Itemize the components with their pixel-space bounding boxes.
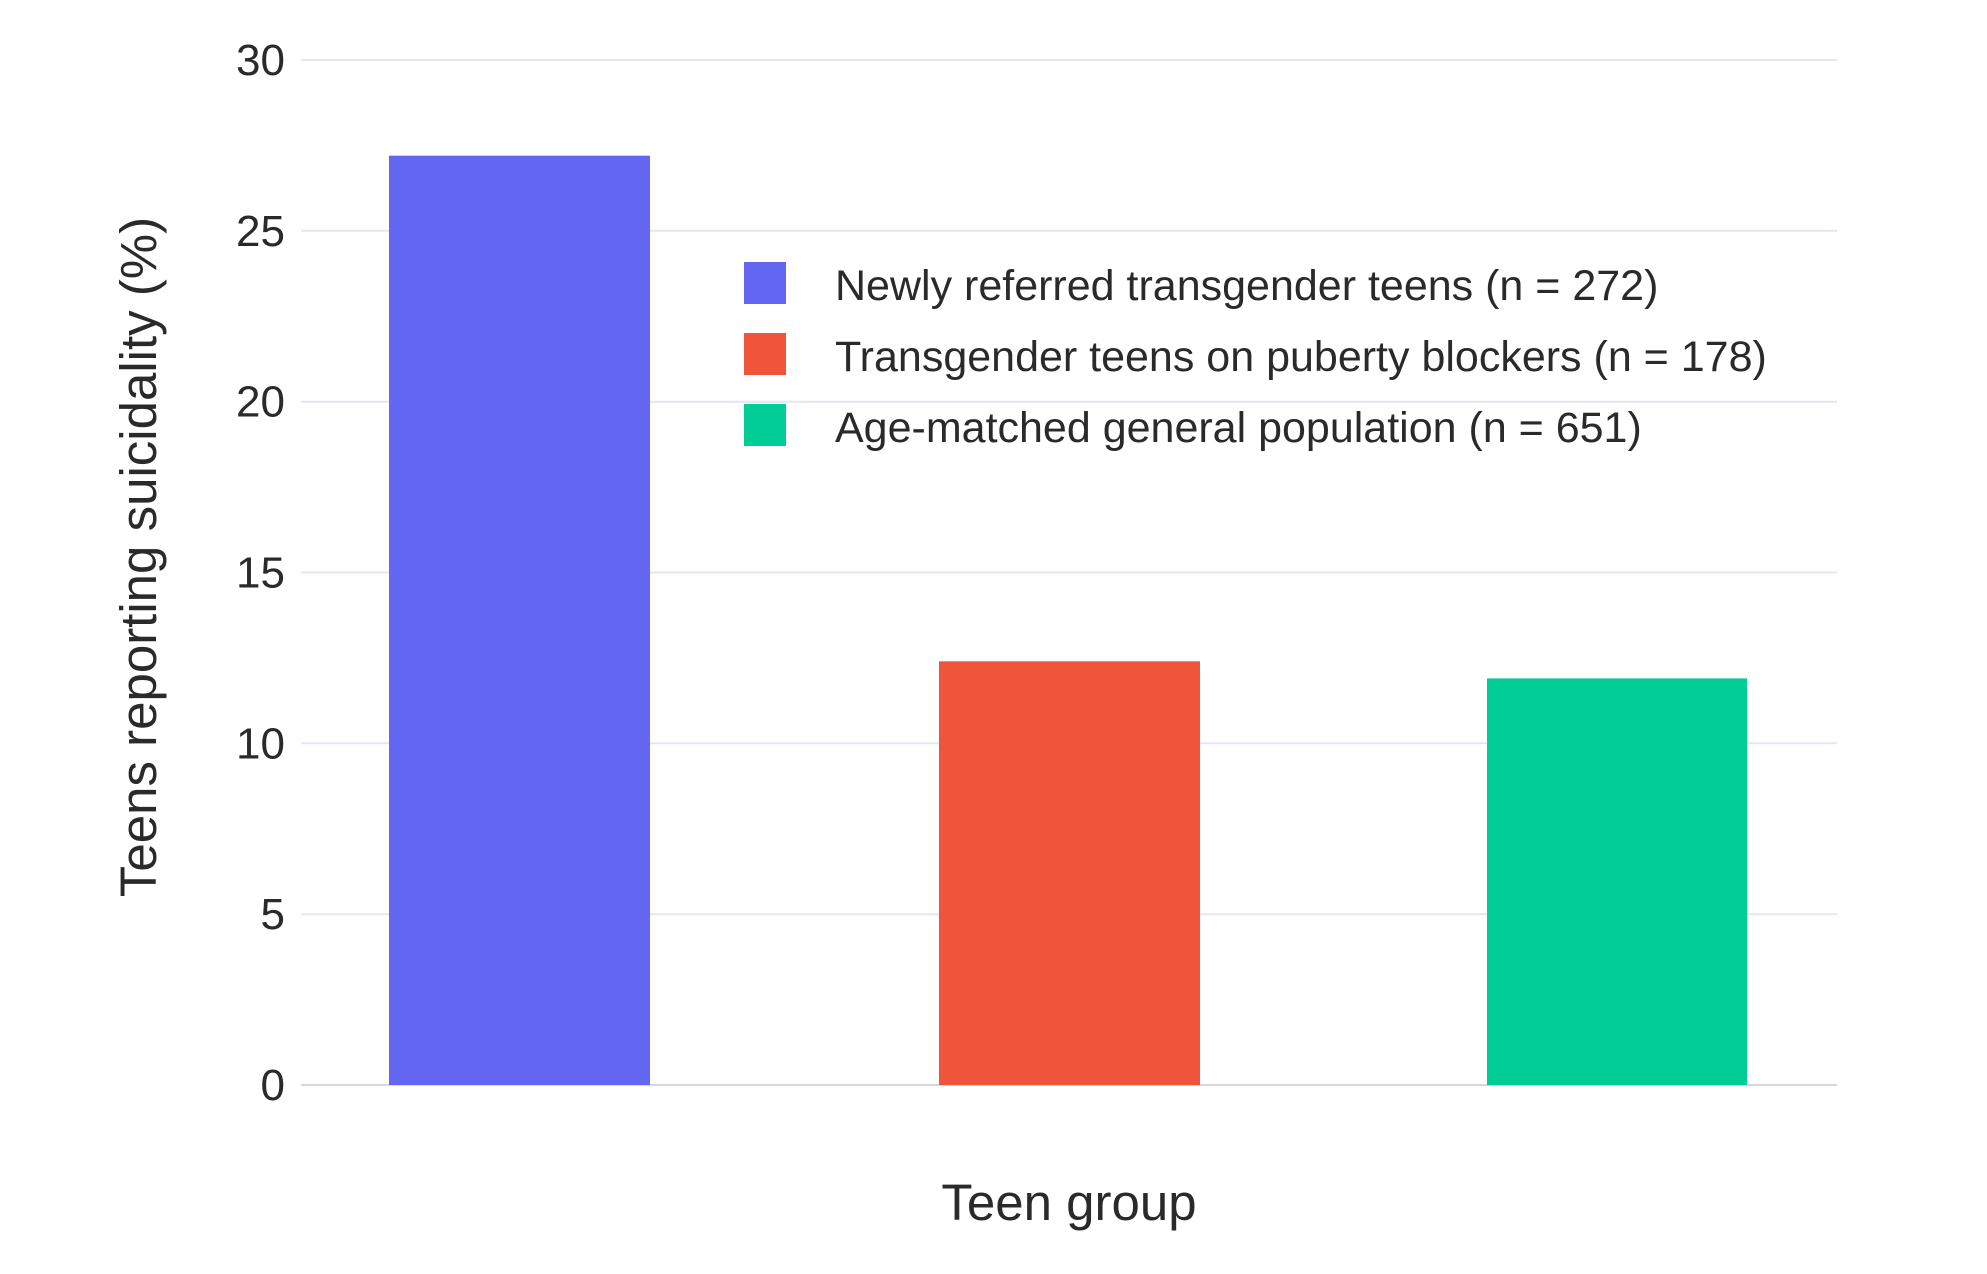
svg-text:Teen group: Teen group: [941, 1174, 1196, 1231]
svg-text:Teens reporting suicidality (%: Teens reporting suicidality (%): [110, 217, 167, 897]
svg-text:20: 20: [236, 378, 285, 427]
svg-text:Newly referred transgender tee: Newly referred transgender teens (n = 27…: [835, 262, 1658, 310]
svg-text:25: 25: [236, 207, 285, 256]
svg-text:15: 15: [236, 549, 285, 598]
svg-text:5: 5: [261, 890, 285, 939]
svg-text:Transgender teens on puberty b: Transgender teens on puberty blockers (n…: [835, 333, 1767, 381]
svg-text:Age-matched general population: Age-matched general population (n = 651): [835, 404, 1642, 452]
svg-text:0: 0: [261, 1061, 285, 1110]
svg-text:30: 30: [236, 36, 285, 85]
svg-text:10: 10: [236, 719, 285, 768]
